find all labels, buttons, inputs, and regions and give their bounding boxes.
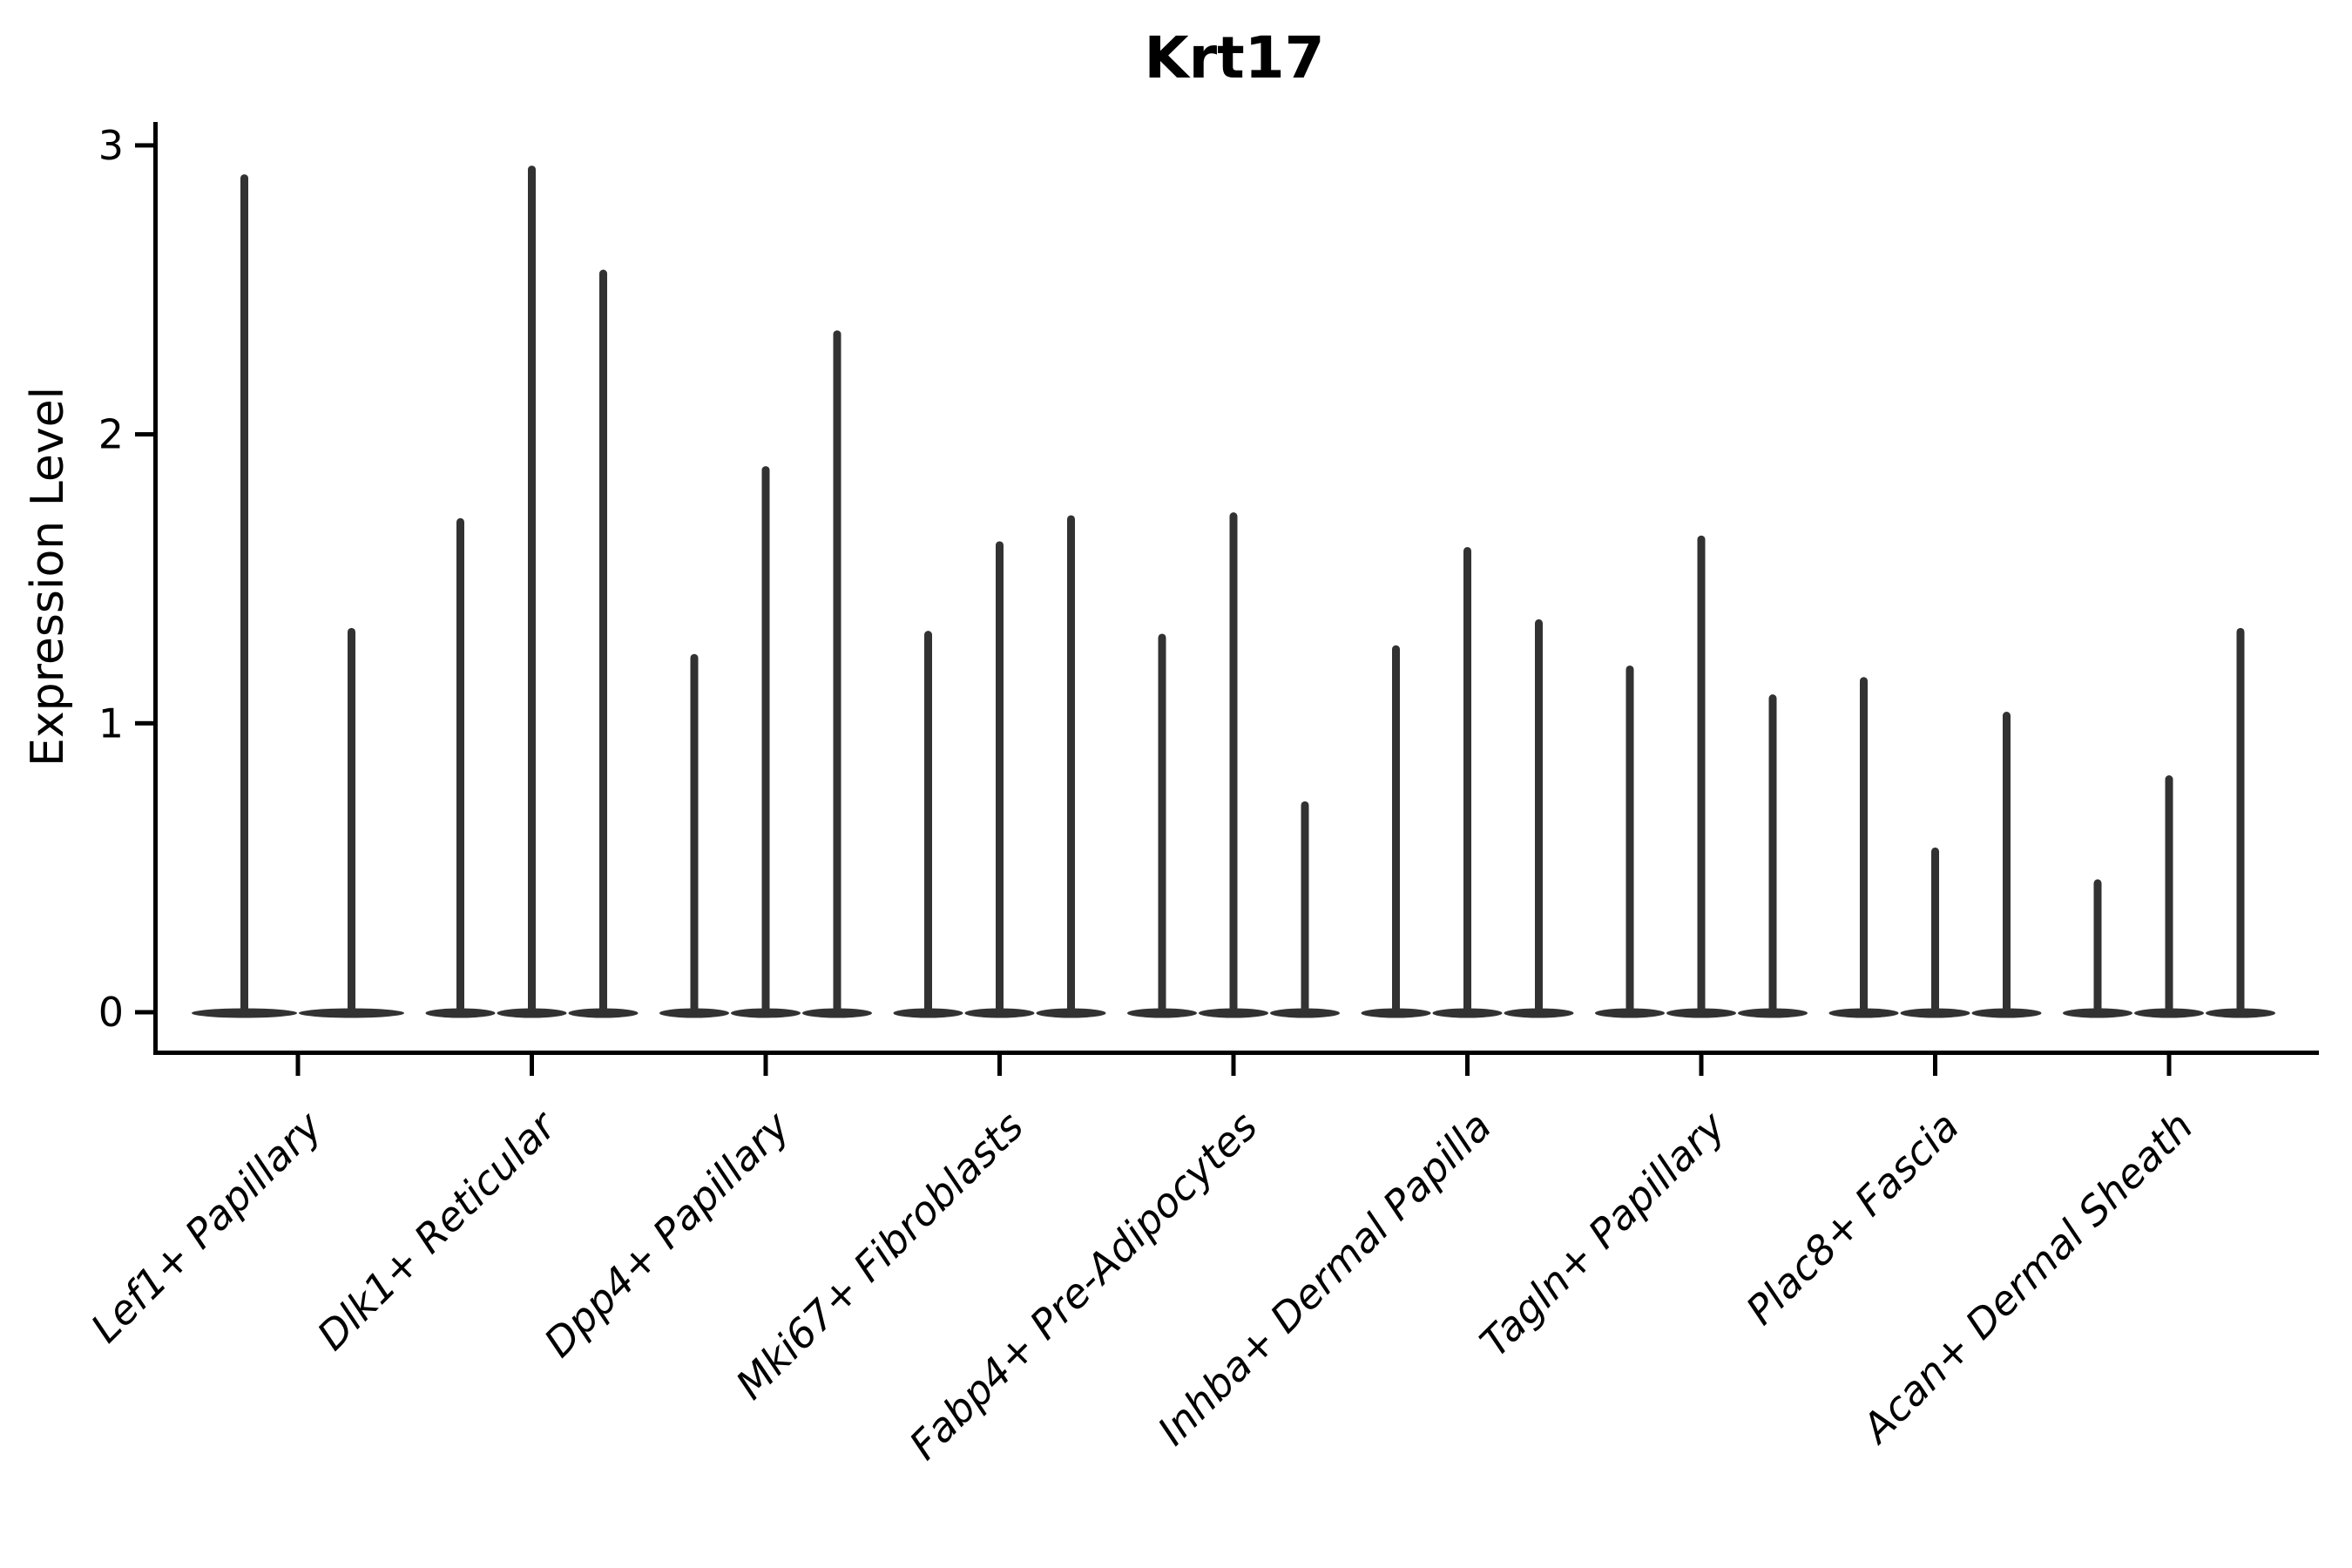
violin-group xyxy=(425,166,639,1018)
violin-group xyxy=(659,330,872,1018)
y-tick-label: 1 xyxy=(98,700,124,747)
violin-spike xyxy=(2165,775,2173,1015)
y-tick-label: 3 xyxy=(98,122,124,169)
x-tick-mark xyxy=(530,1055,534,1076)
violin-spike xyxy=(833,330,841,1015)
violin-group xyxy=(1595,535,1808,1018)
y-tick-label: 0 xyxy=(98,989,124,1036)
violin-spike xyxy=(348,627,355,1015)
violin-spike xyxy=(924,631,932,1015)
violin-spike xyxy=(2236,627,2245,1015)
violin-group xyxy=(1828,677,2042,1018)
x-tick-label: Tagln+ Papillary xyxy=(1470,1102,1734,1366)
violin-spike xyxy=(1229,512,1238,1015)
x-tick-mark xyxy=(1699,1055,1704,1076)
violin-spike xyxy=(240,174,248,1015)
x-tick-mark xyxy=(1465,1055,1470,1076)
violin-group xyxy=(192,174,404,1018)
y-tick-mark xyxy=(135,720,153,726)
x-tick-mark xyxy=(1231,1055,1236,1076)
x-axis-spine xyxy=(153,1051,2319,1055)
y-tick-mark xyxy=(135,143,153,148)
violin-spike xyxy=(1463,546,1471,1015)
violin-spike xyxy=(1697,535,1706,1015)
violin-spike xyxy=(690,653,699,1015)
violin-spike xyxy=(528,166,536,1015)
violin-spike xyxy=(1158,633,1166,1015)
violin-group xyxy=(1127,512,1340,1018)
x-tick-mark xyxy=(763,1055,768,1076)
violin-spike xyxy=(1301,801,1309,1015)
violin-spike xyxy=(456,517,464,1015)
violin-spike xyxy=(1860,677,1868,1015)
y-axis-spine xyxy=(153,122,158,1055)
y-tick-mark xyxy=(135,432,153,437)
violin-spike xyxy=(1392,645,1400,1015)
violin-group xyxy=(893,515,1106,1018)
x-tick-mark xyxy=(997,1055,1002,1076)
violin-spike xyxy=(1067,515,1075,1015)
violin-spike xyxy=(996,541,1004,1015)
chart-title: Krt17 xyxy=(1144,24,1325,91)
violin-spike xyxy=(761,466,770,1015)
violin-spike xyxy=(599,269,607,1015)
x-tick-label: Dlk1+ Reticular xyxy=(308,1100,567,1359)
violin-spike xyxy=(1931,847,1939,1015)
violin-group xyxy=(2063,627,2275,1018)
x-tick-label: Plac8+ Fascia xyxy=(1737,1103,1968,1334)
violin-group xyxy=(1361,546,1574,1018)
x-tick-mark xyxy=(2166,1055,2172,1076)
y-tick-label: 2 xyxy=(98,411,124,458)
x-tick-label: Dpp4+ Papillary xyxy=(535,1102,799,1366)
violin-spike xyxy=(1768,694,1777,1015)
x-tick-label: Lef1+ Papillary xyxy=(82,1102,331,1351)
violin-spike xyxy=(2003,712,2011,1015)
violin-spike xyxy=(1625,665,1634,1015)
x-tick-mark xyxy=(1933,1055,1937,1076)
violin-spike xyxy=(1535,618,1543,1015)
y-tick-mark xyxy=(135,1010,153,1015)
violin-spike xyxy=(2093,879,2102,1015)
x-tick-mark xyxy=(295,1055,301,1076)
